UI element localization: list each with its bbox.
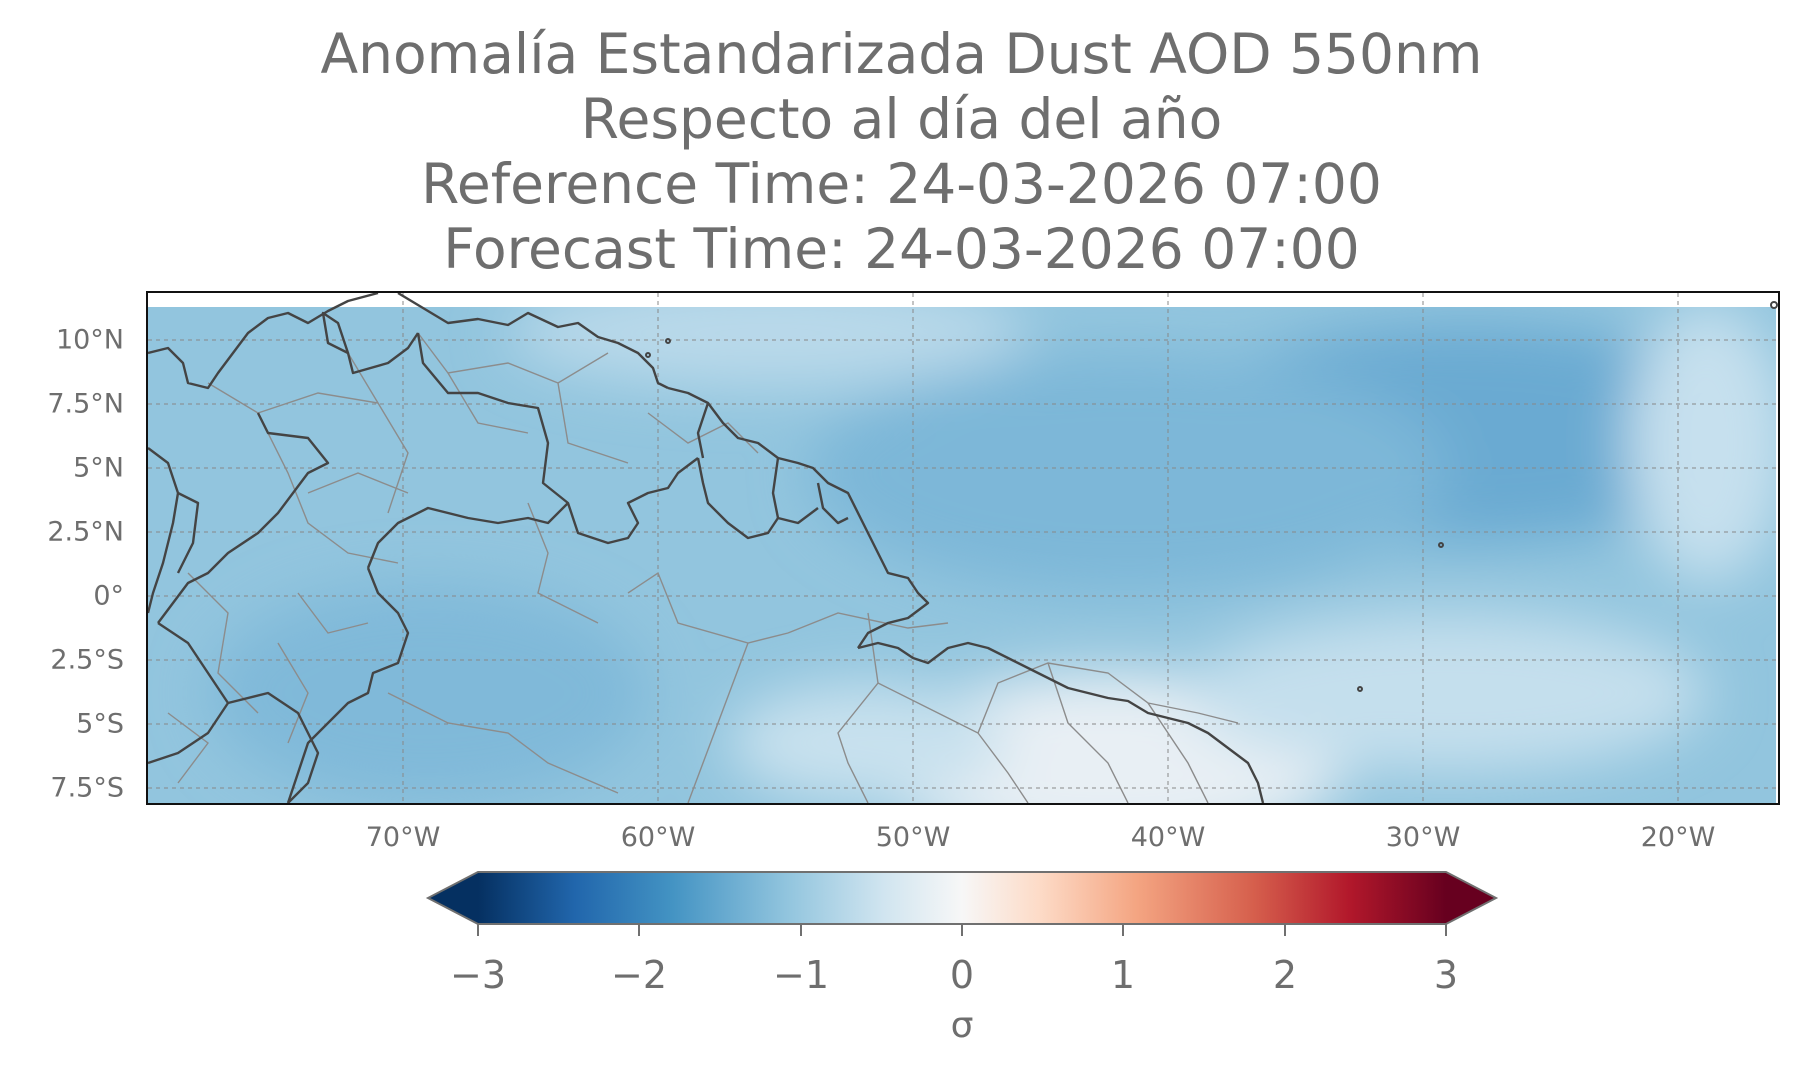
lat-label: 7.5°N xyxy=(47,388,124,420)
map-canvas xyxy=(148,293,1778,803)
national-border xyxy=(771,457,819,525)
coastline xyxy=(397,293,669,390)
field-top-strip xyxy=(148,293,1778,307)
title-line-1: Anomalía Estandarizada Dust AOD 550nm xyxy=(320,22,1483,86)
title-line-2: Respecto al día del año xyxy=(580,87,1223,151)
state-border xyxy=(417,332,609,384)
lat-label: 5°S xyxy=(76,708,124,740)
lon-label: 60°W xyxy=(620,822,696,853)
state-borders xyxy=(167,332,1239,803)
title-line-4: Forecast Time: 24-03-2026 07:00 xyxy=(443,217,1360,281)
lon-label: 40°W xyxy=(1130,822,1206,853)
national-border xyxy=(286,567,410,803)
national-border xyxy=(366,502,569,569)
field-patch-mid-southwest xyxy=(208,583,648,803)
national-border xyxy=(416,332,699,545)
colorbar-tick-label: −1 xyxy=(772,953,830,997)
coastline xyxy=(857,641,1265,803)
lon-label: 20°W xyxy=(1640,822,1716,853)
colorbar-tick-label: −2 xyxy=(610,953,668,997)
state-border xyxy=(187,572,259,714)
field-patch-light-south xyxy=(1188,613,1708,773)
state-border xyxy=(1047,662,1129,803)
national-border xyxy=(816,482,849,525)
map-panel xyxy=(146,291,1780,805)
field-patch-light-southwest xyxy=(728,683,1008,803)
state-border xyxy=(297,592,369,634)
field-patch-negative-center xyxy=(808,353,1448,593)
state-border xyxy=(277,642,309,744)
coastline xyxy=(346,332,419,375)
state-border xyxy=(387,692,619,794)
colorbar-outline xyxy=(425,871,1499,925)
lon-label: 70°W xyxy=(365,822,441,853)
colorbar-extend-high xyxy=(1446,872,1496,924)
coastlines-and-borders xyxy=(148,293,1265,803)
coastline xyxy=(667,386,930,649)
state-border xyxy=(557,382,629,464)
state-border xyxy=(647,412,759,454)
island xyxy=(645,352,651,358)
state-border xyxy=(787,612,949,634)
state-border xyxy=(1147,702,1239,724)
coastline xyxy=(148,447,180,614)
national-border xyxy=(696,457,779,540)
state-border xyxy=(207,382,399,564)
state-border xyxy=(447,372,529,434)
state-border xyxy=(837,612,879,803)
colorbar-tick-label: 2 xyxy=(1272,953,1298,997)
field-patch-light-northeast xyxy=(1628,303,1778,583)
state-border xyxy=(977,662,1209,803)
lon-label: 30°W xyxy=(1385,822,1461,853)
lat-label: 7.5°S xyxy=(50,772,124,804)
island xyxy=(1438,542,1444,548)
lat-label: 2.5°N xyxy=(47,516,124,548)
state-border xyxy=(527,502,599,624)
state-border xyxy=(167,712,209,784)
state-border xyxy=(627,571,789,644)
national-border xyxy=(157,412,330,624)
colorbar-tick-label: −3 xyxy=(449,953,507,997)
lat-label: 0° xyxy=(93,580,124,612)
lat-label: 5°N xyxy=(73,452,124,484)
state-border xyxy=(687,642,749,803)
colorbar-tick-label: 3 xyxy=(1433,953,1459,997)
island xyxy=(1770,301,1778,309)
colorbar-bar xyxy=(478,872,1446,924)
anomaly-field xyxy=(148,293,1778,803)
state-border xyxy=(307,472,409,494)
lat-label: 10°N xyxy=(55,324,124,356)
state-border xyxy=(347,352,379,404)
island xyxy=(665,338,671,344)
colorbar-label: σ xyxy=(950,1005,974,1046)
colorbar-tick-label: 0 xyxy=(949,953,975,997)
coastline xyxy=(176,491,200,574)
title-line-3: Reference Time: 24-03-2026 07:00 xyxy=(421,152,1382,216)
colorbar-extend-low xyxy=(428,872,478,924)
national-border xyxy=(227,691,320,803)
colorbar-tick-marks xyxy=(477,924,1447,936)
field-right-strip xyxy=(1776,293,1778,803)
islands xyxy=(645,301,1778,692)
national-border xyxy=(696,402,710,459)
lon-label: 50°W xyxy=(875,822,951,853)
colorbar-tick-label: 1 xyxy=(1110,953,1136,997)
lat-label: 2.5°S xyxy=(50,644,124,676)
map-title: Anomalía Estandarizada Dust AOD 550nm Re… xyxy=(0,22,1803,282)
island xyxy=(1357,686,1363,692)
